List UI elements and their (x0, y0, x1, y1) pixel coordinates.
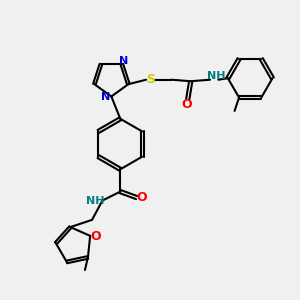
Text: O: O (181, 98, 192, 111)
Text: N: N (119, 56, 128, 66)
Text: O: O (90, 230, 101, 243)
Text: O: O (137, 191, 147, 204)
Text: NH: NH (207, 71, 226, 81)
Text: S: S (146, 73, 155, 86)
Text: N: N (101, 92, 111, 101)
Text: NH: NH (86, 196, 104, 206)
